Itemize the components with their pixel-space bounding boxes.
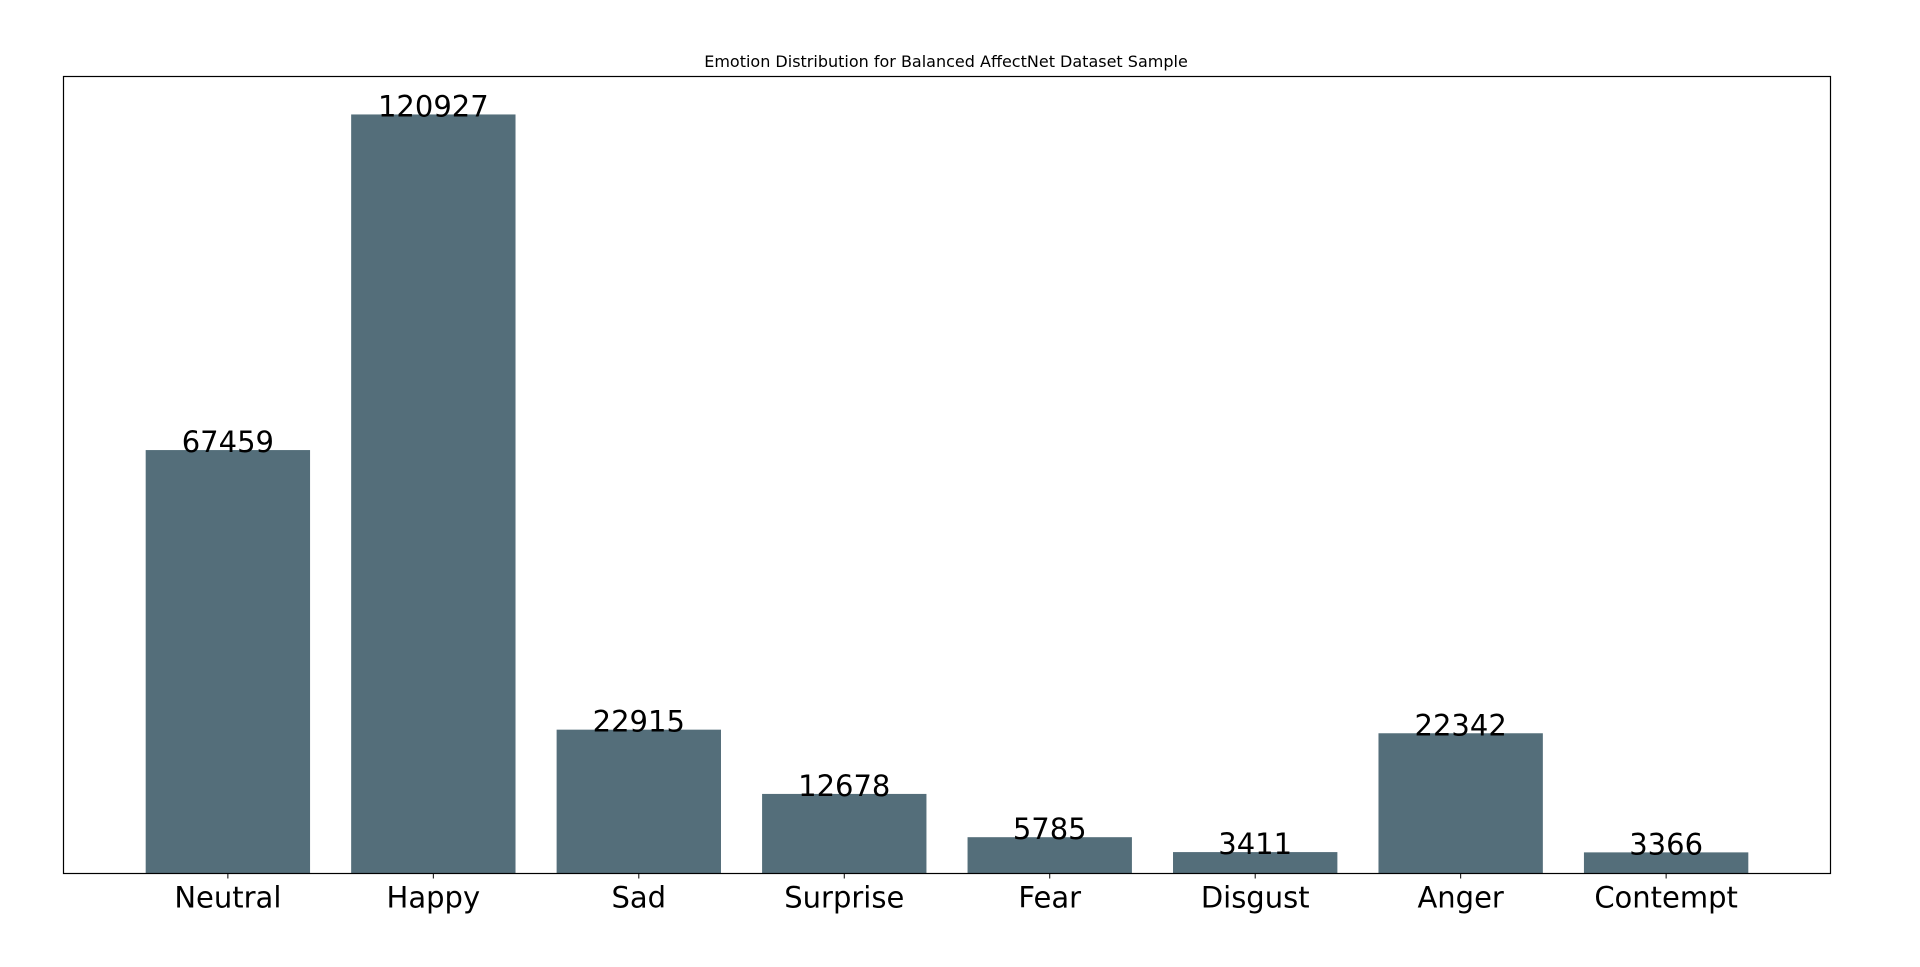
data-label-surprise: 12678 xyxy=(798,769,890,803)
x-tick-label-surprise: Surprise xyxy=(784,881,904,915)
plot-frame xyxy=(62,75,1832,875)
bar-neutral xyxy=(145,450,311,874)
x-tick-label-neutral: Neutral xyxy=(174,881,281,915)
bar-anger xyxy=(1378,733,1543,874)
x-tick-label-disgust: Disgust xyxy=(1201,881,1310,915)
data-label-happy: 120927 xyxy=(378,89,489,123)
x-tick-label-sad: Sad xyxy=(612,881,667,915)
data-label-anger: 22342 xyxy=(1415,708,1507,742)
data-label-disgust: 3411 xyxy=(1218,827,1292,861)
chart-title: Emotion Distribution for Balanced Affect… xyxy=(704,52,1188,71)
bar-sad xyxy=(556,729,721,874)
x-tick-label-happy: Happy xyxy=(387,881,481,915)
bar-happy xyxy=(351,114,516,874)
bar-contempt xyxy=(1583,852,1749,874)
x-tick-label-anger: Anger xyxy=(1417,881,1503,915)
data-label-fear: 5785 xyxy=(1013,812,1087,846)
bar-disgust xyxy=(1173,852,1338,874)
x-tick-label-contempt: Contempt xyxy=(1594,881,1738,915)
data-label-neutral: 67459 xyxy=(182,425,274,459)
bars-group xyxy=(145,114,1749,874)
x-axis-tick-labels: Neutral Happy Sad Surprise Fear Disgust Anger C… xyxy=(174,873,1738,915)
data-label-sad: 22915 xyxy=(593,705,685,739)
data-labels-group: 67459 120927 22915 12678 5785 3411 22342 3366 xyxy=(182,89,1703,861)
x-tick-label-fear: Fear xyxy=(1018,881,1081,915)
bar-surprise xyxy=(762,793,927,874)
data-label-contempt: 3366 xyxy=(1629,827,1703,861)
bar-fear xyxy=(967,837,1132,874)
